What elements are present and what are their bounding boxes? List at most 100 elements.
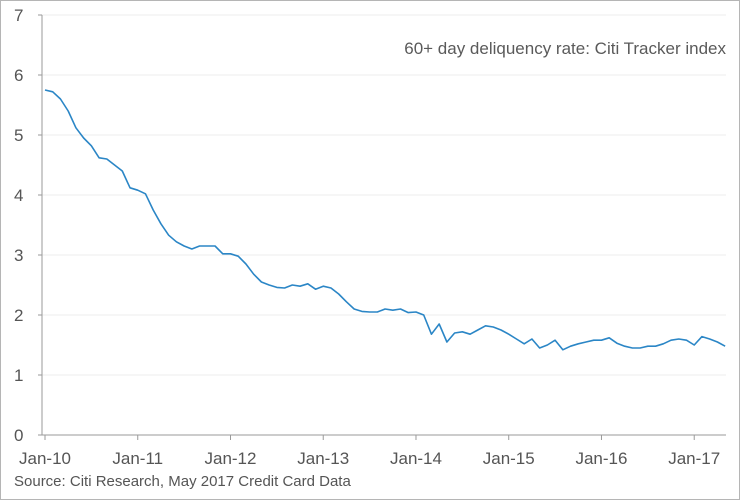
y-tick-label-1: 1 <box>14 366 23 385</box>
data-point <box>624 345 626 347</box>
data-point <box>144 193 146 195</box>
data-point <box>515 338 517 340</box>
data-point <box>330 287 332 289</box>
data-point <box>222 253 224 255</box>
data-point <box>639 347 641 349</box>
data-point <box>577 343 579 345</box>
data-point <box>647 345 649 347</box>
data-point <box>307 283 309 285</box>
data-point <box>662 343 664 345</box>
x-tick-label-Jan-16: Jan-16 <box>575 449 627 468</box>
y-tick-label-5: 5 <box>14 126 23 145</box>
data-point <box>191 248 193 250</box>
data-point <box>291 284 293 286</box>
x-tick-label-Jan-17: Jan-17 <box>668 449 720 468</box>
data-point <box>724 345 726 347</box>
data-point <box>709 338 711 340</box>
data-point <box>90 145 92 147</box>
data-point <box>114 164 116 166</box>
x-tick-label-Jan-15: Jan-15 <box>483 449 535 468</box>
series-layer <box>44 89 726 351</box>
data-point <box>593 339 595 341</box>
data-point <box>183 245 185 247</box>
data-point <box>508 333 510 335</box>
data-point <box>106 158 108 160</box>
chart-source: Source: Citi Research, May 2017 Credit C… <box>14 473 351 490</box>
data-point <box>554 339 556 341</box>
data-point <box>121 170 123 172</box>
data-point <box>400 308 402 310</box>
data-point <box>160 223 162 225</box>
data-point <box>345 301 347 303</box>
data-point <box>430 333 432 335</box>
data-point <box>369 311 371 313</box>
data-point <box>245 263 247 265</box>
data-point <box>693 344 695 346</box>
data-point <box>315 288 317 290</box>
data-point <box>268 284 270 286</box>
y-tick-label-7: 7 <box>14 6 23 25</box>
data-point <box>276 286 278 288</box>
series-line-0 <box>44 89 726 351</box>
y-tick-label-6: 6 <box>14 66 23 85</box>
data-point <box>284 287 286 289</box>
data-point <box>75 127 77 129</box>
data-point <box>685 339 687 341</box>
gridlines <box>42 14 726 376</box>
data-point <box>546 344 548 346</box>
data-point <box>485 325 487 327</box>
x-tick-label-Jan-13: Jan-13 <box>297 449 349 468</box>
data-point <box>531 338 533 340</box>
data-point <box>229 253 231 255</box>
data-point <box>199 245 201 247</box>
data-point <box>376 311 378 313</box>
data-point <box>129 187 131 189</box>
data-point <box>98 157 100 159</box>
data-point <box>299 285 301 287</box>
data-point <box>585 341 587 343</box>
x-tick-label-Jan-10: Jan-10 <box>19 449 71 468</box>
data-point <box>616 342 618 344</box>
data-point <box>655 345 657 347</box>
data-point <box>631 347 633 349</box>
x-tick-label-Jan-11: Jan-11 <box>112 449 163 468</box>
data-point <box>716 341 718 343</box>
data-point <box>260 281 262 283</box>
data-point <box>137 189 139 191</box>
data-point <box>322 285 324 287</box>
data-point <box>477 329 479 331</box>
data-point <box>353 308 355 310</box>
data-point <box>500 329 502 331</box>
data-point <box>539 347 541 349</box>
data-point <box>423 314 425 316</box>
data-point <box>407 312 409 314</box>
data-point <box>361 310 363 312</box>
data-point <box>570 345 572 347</box>
data-point <box>701 336 703 338</box>
data-point <box>67 110 69 112</box>
data-point <box>214 245 216 247</box>
y-tick-label-3: 3 <box>14 246 23 265</box>
y-tick-label-0: 0 <box>14 426 23 445</box>
data-point <box>608 337 610 339</box>
data-point <box>461 331 463 333</box>
data-point <box>454 332 456 334</box>
data-point <box>338 293 340 295</box>
data-point <box>415 311 417 313</box>
data-point <box>438 323 440 325</box>
data-point <box>175 241 177 243</box>
data-point <box>523 343 525 345</box>
data-point <box>670 339 672 341</box>
chart-title: 60+ day deliquency rate: Citi Tracker in… <box>404 39 726 58</box>
data-point <box>83 137 85 139</box>
data-point <box>562 349 564 351</box>
data-point <box>446 341 448 343</box>
data-point <box>492 326 494 328</box>
data-point <box>237 255 239 257</box>
y-tick-label-2: 2 <box>14 306 23 325</box>
data-point <box>600 339 602 341</box>
data-point <box>168 234 170 236</box>
data-point <box>469 333 471 335</box>
data-point <box>253 273 255 275</box>
